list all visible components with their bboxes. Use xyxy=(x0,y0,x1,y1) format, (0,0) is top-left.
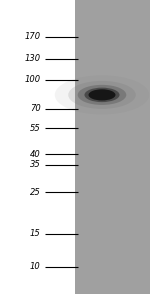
Ellipse shape xyxy=(78,85,126,105)
Text: 170: 170 xyxy=(24,32,40,41)
Text: 130: 130 xyxy=(24,54,40,63)
Text: 40: 40 xyxy=(30,150,40,158)
Ellipse shape xyxy=(55,75,149,114)
Text: 100: 100 xyxy=(24,75,40,84)
Bar xyxy=(75,0,150,294)
Text: 55: 55 xyxy=(30,124,40,133)
Text: 10: 10 xyxy=(30,262,40,271)
Text: 70: 70 xyxy=(30,104,40,113)
Ellipse shape xyxy=(84,88,120,102)
Ellipse shape xyxy=(68,81,136,109)
Text: 35: 35 xyxy=(30,161,40,169)
Text: 15: 15 xyxy=(30,229,40,238)
Ellipse shape xyxy=(88,89,116,101)
Text: 25: 25 xyxy=(30,188,40,197)
